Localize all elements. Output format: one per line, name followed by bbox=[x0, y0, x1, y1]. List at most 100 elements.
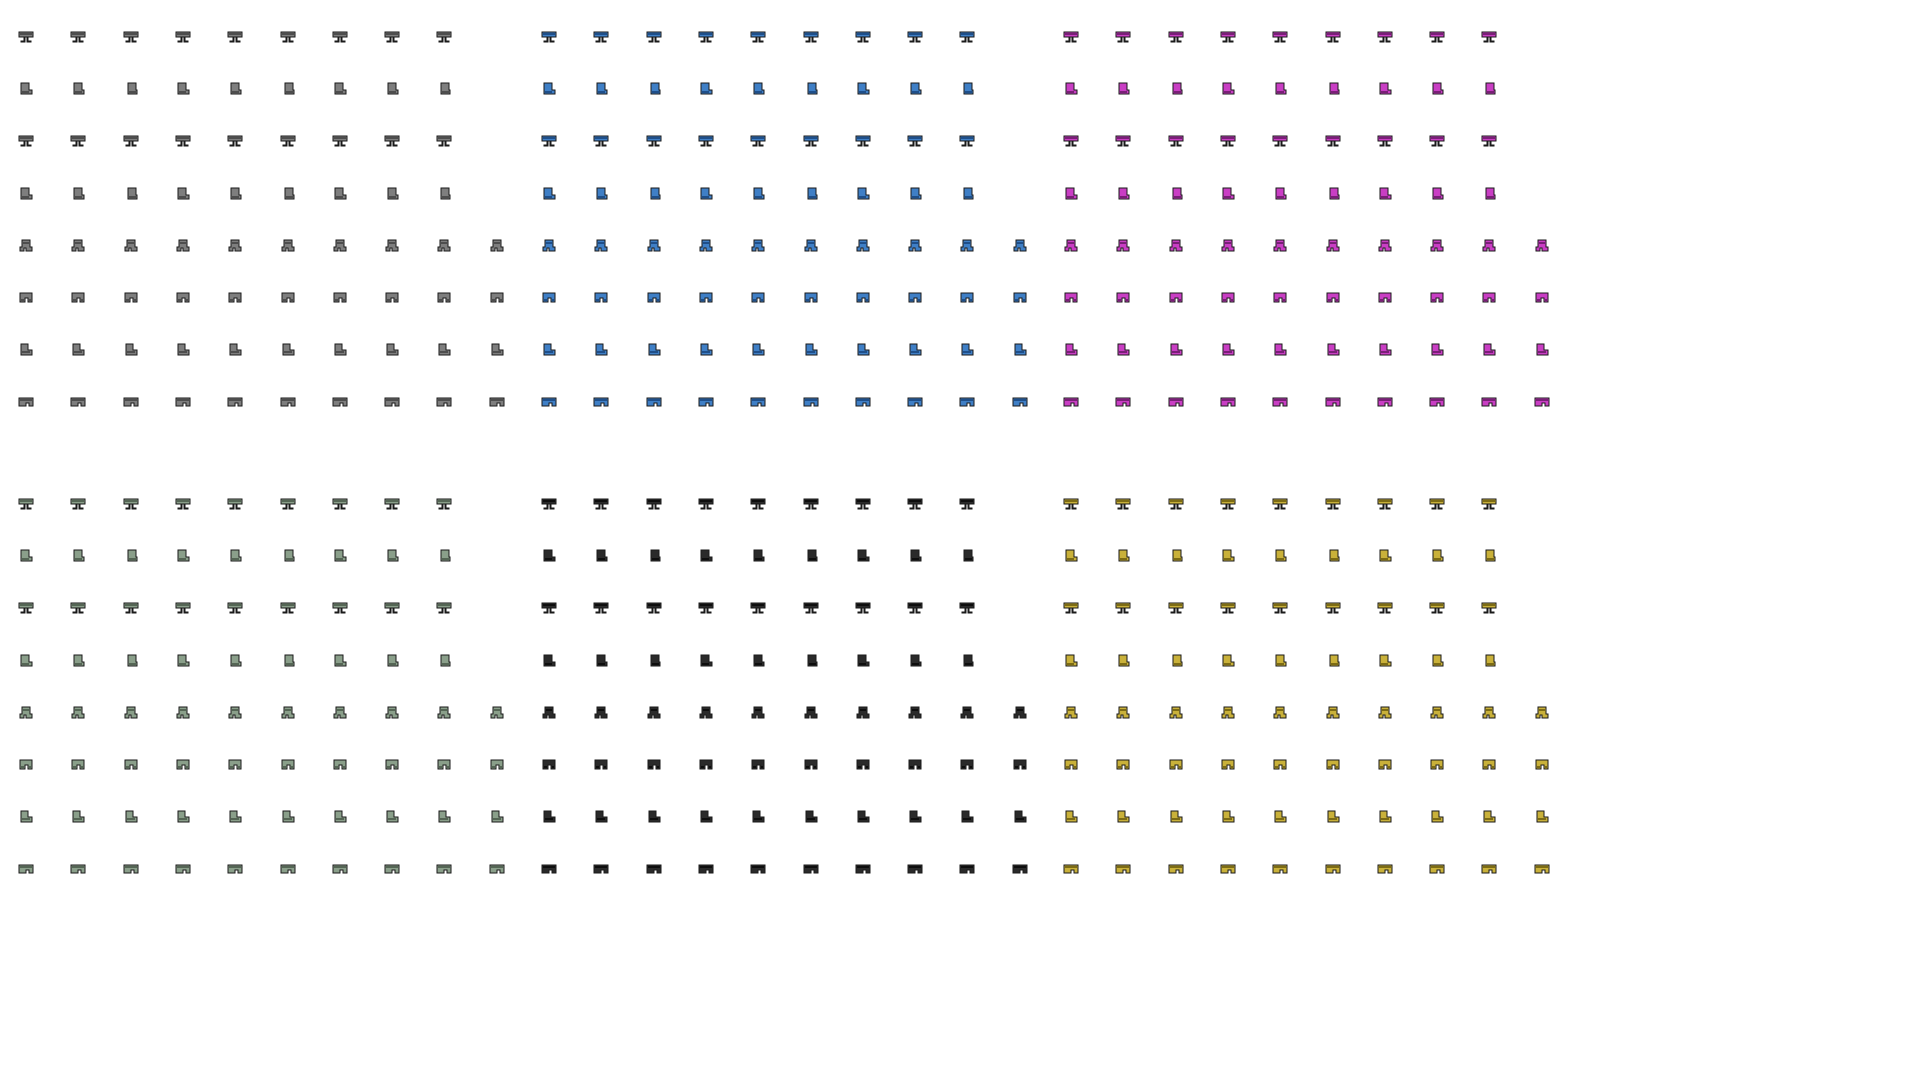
boots-step-icon bbox=[279, 809, 297, 823]
boots-step-icon bbox=[331, 342, 349, 356]
boots-step-icon bbox=[749, 342, 767, 356]
boots-stride-icon bbox=[1062, 290, 1080, 304]
boots-pair-icon bbox=[1480, 394, 1498, 408]
boots-stride-icon bbox=[645, 757, 663, 771]
boots-side-icon bbox=[1167, 548, 1185, 562]
boots-side-icon bbox=[592, 81, 610, 95]
boots-walk-icon bbox=[383, 238, 401, 252]
boots-front-icon bbox=[1480, 496, 1498, 510]
boots-pair-icon bbox=[958, 861, 976, 875]
boots-step-icon bbox=[1324, 809, 1342, 823]
boots-step-icon bbox=[488, 342, 506, 356]
boots-stride-icon bbox=[697, 290, 715, 304]
boots-pair-icon bbox=[958, 394, 976, 408]
boots-back-icon bbox=[1114, 600, 1132, 614]
boots-side-icon bbox=[540, 548, 558, 562]
boots-back-icon bbox=[1324, 600, 1342, 614]
boots-walk-icon bbox=[958, 705, 976, 719]
boots-step-icon bbox=[1324, 342, 1342, 356]
boots-side-icon bbox=[331, 548, 349, 562]
boots-front-icon bbox=[697, 496, 715, 510]
boots-pair-icon bbox=[1114, 394, 1132, 408]
boots-pair-icon bbox=[854, 394, 872, 408]
boots-front-icon bbox=[17, 29, 35, 43]
boots-stride-icon bbox=[645, 290, 663, 304]
boots-walk-icon bbox=[1480, 238, 1498, 252]
boots-side-icon bbox=[69, 653, 87, 667]
boots-side-icon bbox=[435, 653, 453, 667]
boots-pair-icon bbox=[122, 861, 140, 875]
boots-step-icon bbox=[749, 809, 767, 823]
boots-side-icon bbox=[1167, 653, 1185, 667]
boots-front-icon bbox=[749, 496, 767, 510]
boots-pair-icon bbox=[488, 394, 506, 408]
boots-back-icon bbox=[1062, 133, 1080, 147]
boots-side-icon bbox=[802, 548, 820, 562]
boots-step-icon bbox=[174, 342, 192, 356]
boots-stride-icon bbox=[1324, 290, 1342, 304]
boots-front-icon bbox=[1324, 29, 1342, 43]
boots-walk-icon bbox=[1062, 238, 1080, 252]
boots-front-icon bbox=[122, 496, 140, 510]
boots-front-icon bbox=[1062, 29, 1080, 43]
boots-stride-icon bbox=[958, 757, 976, 771]
boots-side-icon bbox=[279, 548, 297, 562]
boots-pair-icon bbox=[540, 861, 558, 875]
boots-pair-icon bbox=[802, 394, 820, 408]
boots-side-icon bbox=[1480, 186, 1498, 200]
boots-side-icon bbox=[802, 81, 820, 95]
boots-back-icon bbox=[17, 600, 35, 614]
boots-stride-icon bbox=[1533, 290, 1551, 304]
boots-pair-icon bbox=[1011, 394, 1029, 408]
boots-side-icon bbox=[1428, 186, 1446, 200]
boots-back-icon bbox=[540, 600, 558, 614]
boots-step-icon bbox=[1167, 342, 1185, 356]
boots-step-icon bbox=[1062, 809, 1080, 823]
boots-pair-icon bbox=[906, 394, 924, 408]
boots-back-icon bbox=[279, 600, 297, 614]
boots-step-icon bbox=[1062, 342, 1080, 356]
boots-walk-icon bbox=[1533, 238, 1551, 252]
boots-back-icon bbox=[1271, 133, 1289, 147]
boots-stride-icon bbox=[1533, 757, 1551, 771]
boots-back-icon bbox=[1219, 133, 1237, 147]
boots-front-icon bbox=[174, 29, 192, 43]
boots-side-icon bbox=[958, 548, 976, 562]
boots-step-icon bbox=[435, 809, 453, 823]
boots-step-icon bbox=[1011, 342, 1029, 356]
boots-back-icon bbox=[1062, 600, 1080, 614]
boots-side-icon bbox=[226, 186, 244, 200]
boots-walk-icon bbox=[435, 238, 453, 252]
boots-pair-icon bbox=[174, 394, 192, 408]
boots-walk-icon bbox=[592, 238, 610, 252]
boots-pair-icon bbox=[1219, 394, 1237, 408]
boots-step-icon bbox=[174, 809, 192, 823]
boots-walk-icon bbox=[17, 238, 35, 252]
boots-side-icon bbox=[174, 548, 192, 562]
boots-step-icon bbox=[279, 342, 297, 356]
boots-step-icon bbox=[69, 342, 87, 356]
boots-side-icon bbox=[17, 653, 35, 667]
boots-front-icon bbox=[331, 496, 349, 510]
boots-side-icon bbox=[383, 548, 401, 562]
boots-front-icon bbox=[435, 496, 453, 510]
boots-side-icon bbox=[383, 186, 401, 200]
boots-walk-icon bbox=[802, 238, 820, 252]
boots-step-icon bbox=[540, 342, 558, 356]
boots-side-icon bbox=[1271, 548, 1289, 562]
boots-front-icon bbox=[540, 496, 558, 510]
boots-front-icon bbox=[802, 29, 820, 43]
boots-side-icon bbox=[1376, 186, 1394, 200]
boots-walk-icon bbox=[1011, 705, 1029, 719]
boots-side-icon bbox=[1376, 81, 1394, 95]
boots-front-icon bbox=[592, 496, 610, 510]
boots-stride-icon bbox=[383, 290, 401, 304]
boots-walk-icon bbox=[854, 705, 872, 719]
boots-side-icon bbox=[645, 81, 663, 95]
boots-stride-icon bbox=[540, 290, 558, 304]
boots-stride-icon bbox=[1011, 290, 1029, 304]
boots-step-icon bbox=[958, 342, 976, 356]
boots-walk-icon bbox=[749, 705, 767, 719]
boots-stride-icon bbox=[435, 290, 453, 304]
boots-pair-icon bbox=[749, 394, 767, 408]
